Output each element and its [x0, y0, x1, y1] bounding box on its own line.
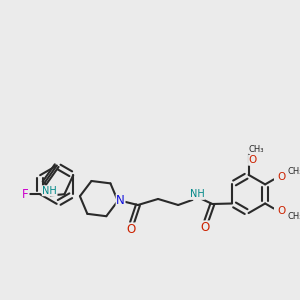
- Text: CH₃: CH₃: [287, 167, 300, 176]
- Text: N: N: [116, 194, 125, 208]
- Text: O: O: [126, 223, 136, 236]
- Text: NH: NH: [190, 189, 204, 200]
- Text: F: F: [22, 188, 29, 201]
- Text: O: O: [278, 172, 286, 182]
- Text: CH₃: CH₃: [287, 212, 300, 221]
- Text: O: O: [278, 206, 286, 216]
- Text: CH₃: CH₃: [249, 145, 264, 154]
- Text: O: O: [249, 155, 257, 165]
- Text: NH: NH: [42, 186, 57, 196]
- Text: O: O: [201, 221, 210, 234]
